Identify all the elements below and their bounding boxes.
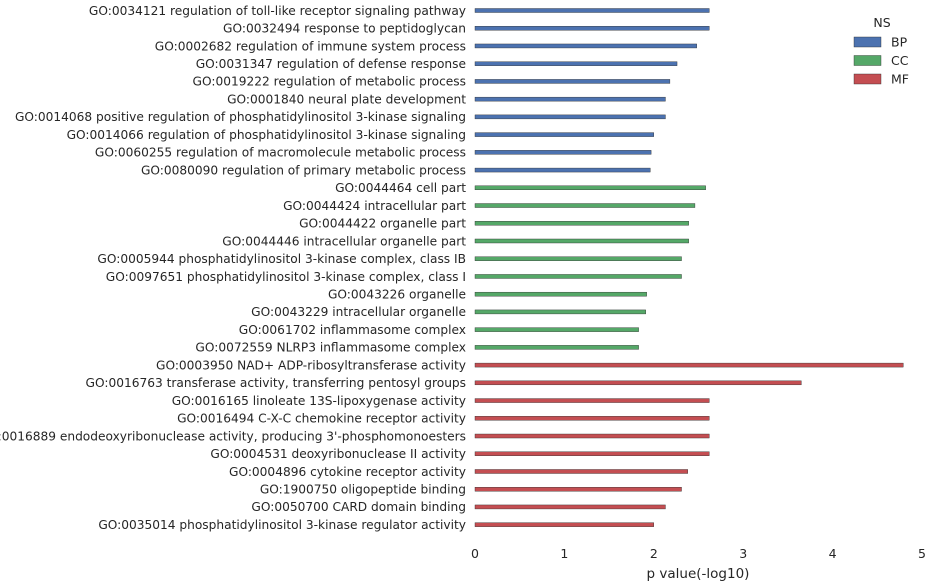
bar-21: [474, 362, 904, 368]
category-label-4: GO:0031347 regulation of defense respons…: [196, 57, 466, 71]
bar-22: [474, 380, 802, 386]
bar-10: [474, 167, 651, 173]
category-label-15: GO:0005944 phosphatidylinositol 3-kinase…: [97, 252, 466, 266]
bar-18: [474, 309, 646, 315]
category-label-28: GO:1900750 oligopeptide binding: [260, 483, 466, 497]
x-axis: 0 1 2 3 4 5: [471, 546, 926, 561]
x-tick-label-4: 4: [829, 546, 837, 561]
category-label-10: GO:0080090 regulation of primary metabol…: [141, 163, 466, 177]
x-tick-label-1: 1: [560, 546, 568, 561]
bar-17: [474, 291, 647, 297]
bar-29: [474, 504, 666, 510]
category-label-11: GO:0044464 cell part: [335, 181, 466, 195]
x-tick-label-2: 2: [650, 546, 658, 561]
x-axis-label: p value(-log10): [647, 566, 750, 582]
bar-8: [474, 132, 655, 137]
bar-13: [474, 221, 689, 226]
bar-14: [474, 238, 689, 244]
bar-16: [474, 274, 682, 279]
bar-11: [474, 185, 706, 191]
category-label-3: GO:0002682 regulation of immune system p…: [155, 39, 466, 53]
category-label-6: GO:0001840 neural plate development: [227, 92, 466, 106]
category-label-30: GO:0035014 phosphatidylinositol 3-kinase…: [98, 518, 466, 532]
bar-23: [474, 398, 710, 403]
x-tick-label-0: 0: [471, 546, 479, 561]
bar-27: [474, 469, 688, 474]
category-label-14: GO:0044446 intracellular organelle part: [222, 234, 466, 248]
category-label-21: GO:0003950 NAD+ ADP-ribosyltransferase a…: [156, 358, 466, 372]
bar-4: [474, 61, 678, 66]
category-label-8: GO:0014066 regulation of phosphatidylino…: [67, 128, 466, 142]
legend-label-mf: MF: [891, 72, 909, 87]
bar-20: [474, 345, 639, 350]
category-label-2: GO:0032494 response to peptidoglycan: [223, 22, 466, 36]
category-label-7: GO:0014068 positive regulation of phosph…: [15, 110, 466, 124]
category-label-27: GO:0004896 cytokine receptor activity: [229, 465, 466, 479]
bar-5: [474, 79, 671, 84]
bar-28: [474, 487, 682, 492]
category-label-19: GO:0061702 inflammasome complex: [239, 323, 466, 337]
bars-group: [474, 8, 904, 527]
category-label-12: GO:0044424 intracellular part: [283, 199, 466, 213]
bar-30: [474, 522, 655, 527]
bar-2: [474, 26, 710, 31]
category-label-20: GO:0072559 NLRP3 inflammasome complex: [195, 341, 466, 355]
bar-26: [474, 451, 710, 456]
bar-7: [474, 114, 666, 120]
bar-12: [474, 203, 696, 208]
category-label-22: GO:0016763 transferase activity, transfe…: [86, 376, 466, 390]
bar-15: [474, 256, 682, 261]
bar-24: [474, 416, 710, 421]
legend-swatch-cc: [853, 55, 882, 66]
category-labels-group: GO:0034121 regulation of toll-like recep…: [0, 4, 466, 532]
x-tick-label-5: 5: [918, 546, 926, 561]
x-tick-label-3: 3: [739, 546, 747, 561]
bar-6: [474, 96, 666, 102]
category-label-17: GO:0043226 organelle: [328, 287, 466, 301]
bar-25: [474, 433, 710, 439]
category-label-23: GO:0016165 linoleate 13S-lipoxygenase ac…: [172, 394, 466, 408]
legend-label-bp: BP: [891, 35, 908, 50]
category-label-16: GO:0097651 phosphatidylinositol 3-kinase…: [106, 270, 466, 284]
category-label-29: GO:0050700 CARD domain binding: [251, 500, 466, 514]
category-label-25: GO:0016889 endodeoxyribonuclease activit…: [0, 429, 466, 443]
category-label-18: GO:0043229 intracellular organelle: [251, 305, 466, 319]
legend: NS BP CC MF: [853, 15, 909, 87]
category-label-13: GO:0044422 organelle part: [299, 217, 466, 231]
bar-3: [474, 43, 697, 49]
bar-19: [474, 327, 639, 332]
category-label-24: GO:0016494 C-X-C chemokine receptor acti…: [177, 412, 466, 426]
category-label-5: GO:0019222 regulation of metabolic proce…: [193, 75, 466, 89]
bar-1: [474, 8, 710, 13]
legend-swatch-mf: [853, 73, 882, 85]
legend-label-cc: CC: [891, 53, 909, 68]
bar-9: [474, 150, 652, 155]
legend-title: NS: [873, 15, 890, 30]
category-label-9: GO:0060255 regulation of macromolecule m…: [95, 146, 466, 160]
legend-swatch-bp: [853, 36, 882, 48]
category-label-26: GO:0004531 deoxyribonuclease II activity: [210, 447, 466, 461]
category-label-1: GO:0034121 regulation of toll-like recep…: [89, 4, 466, 18]
